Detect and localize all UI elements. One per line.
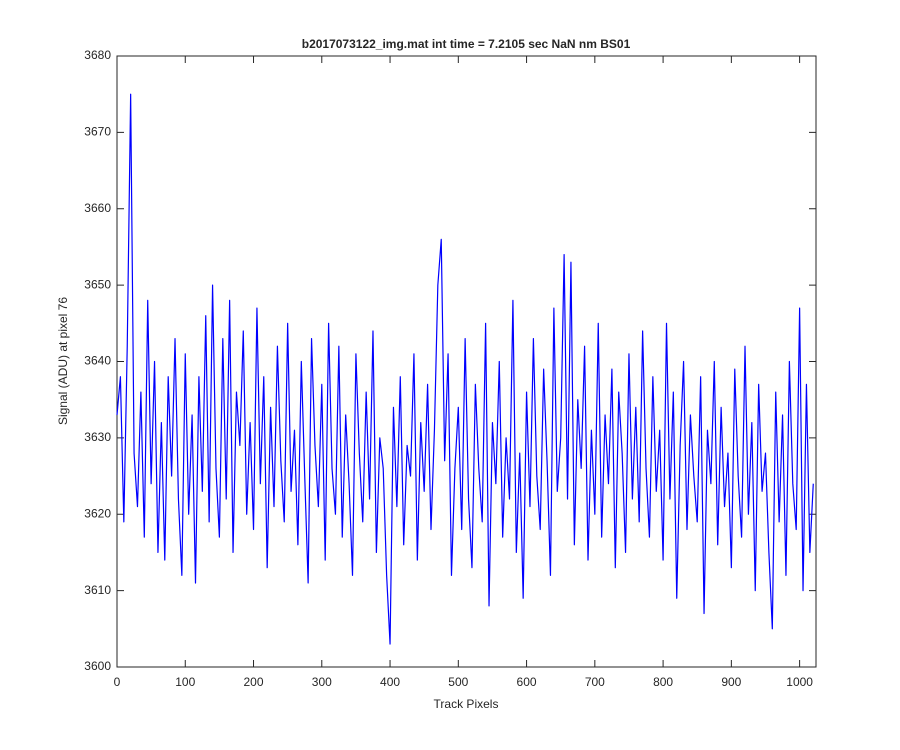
- y-tick-label: 3620: [84, 506, 111, 520]
- y-tick-label: 3630: [84, 430, 111, 444]
- y-tick-label: 3660: [84, 201, 111, 215]
- y-tick-label: 3640: [84, 354, 111, 368]
- y-tick-label: 3670: [84, 125, 111, 139]
- x-tick-label: 0: [114, 675, 121, 689]
- x-tick-label: 100: [175, 675, 195, 689]
- y-tick-label: 3610: [84, 583, 111, 597]
- x-tick-label: 700: [585, 675, 605, 689]
- x-tick-label: 300: [312, 675, 332, 689]
- x-tick-label: 900: [721, 675, 741, 689]
- y-tick-label: 3680: [84, 48, 111, 62]
- x-tick-label: 500: [448, 675, 468, 689]
- x-axis-label: Track Pixels: [434, 697, 499, 711]
- x-tick-label: 200: [244, 675, 264, 689]
- x-tick-label: 400: [380, 675, 400, 689]
- data-line: [116, 93, 814, 645]
- x-tick-label: 1000: [786, 675, 813, 689]
- y-axis-label: Signal (ADU) at pixel 76: [56, 297, 70, 425]
- chart-title: b2017073122_img.mat int time = 7.2105 se…: [302, 37, 631, 51]
- x-tick-label: 800: [653, 675, 673, 689]
- y-tick-label: 3650: [84, 277, 111, 291]
- plot-area: [116, 55, 817, 668]
- x-tick-label: 600: [517, 675, 537, 689]
- y-tick-label: 3600: [84, 659, 111, 673]
